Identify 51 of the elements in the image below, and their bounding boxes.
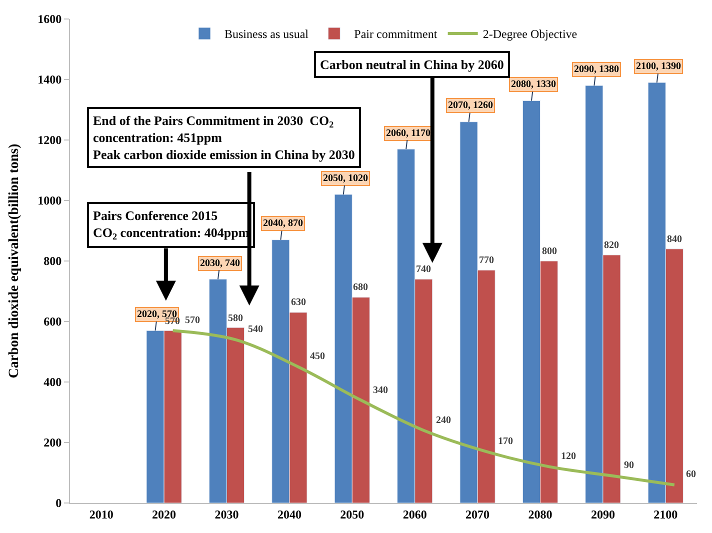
data-label: 2090, 1380 <box>574 64 619 75</box>
x-tick-label: 2050 <box>340 507 364 522</box>
x-tick-label: 2100 <box>654 507 678 522</box>
x-tick-label: 2060 <box>402 507 427 522</box>
annotation: Pairs Conference 2015 CO$_{2}$ concentration: 404ppm <box>93 208 250 242</box>
data-label: 820 <box>604 240 619 251</box>
legend-label: Business as usual <box>224 27 310 42</box>
x-tick-label: 2030 <box>214 507 239 522</box>
y-axis-title: Carbon dioxide equivalent(billion tons) <box>7 143 22 378</box>
legend-label: Pair commitment <box>354 27 438 42</box>
x-tick-label: 2010 <box>89 507 114 522</box>
x-tick-label: 2020 <box>152 507 176 522</box>
data-label: 2050, 1020 <box>323 173 368 184</box>
x-tick-label: 2070 <box>466 507 490 522</box>
x-tick-label: 2040 <box>277 507 302 522</box>
data-label: 740 <box>416 264 431 275</box>
y-tick-label: 800 <box>44 254 62 268</box>
legend-label: 2-Degree Objective <box>482 27 578 42</box>
data-label: 570 <box>185 315 200 326</box>
data-label: 90 <box>624 460 634 471</box>
data-label: 680 <box>353 282 368 293</box>
y-tick-label: 1400 <box>38 72 62 87</box>
data-label: 340 <box>373 385 388 396</box>
y-tick-label: 1000 <box>38 194 62 208</box>
data-label: 240 <box>436 415 451 426</box>
data-label: 2080, 1330 <box>511 79 556 90</box>
y-tick-label: 400 <box>44 375 62 390</box>
text: End of the Pairs Commitment in 2030 CO$_{2}$ concentration: 451ppm Peak carbon dioxide emission in China by 2030 <box>93 113 355 162</box>
data-label: 540 <box>248 324 263 335</box>
data-label: 120 <box>561 451 576 462</box>
data-label: 2040, 870 <box>263 218 303 229</box>
data-label: 2030, 740 <box>200 258 240 269</box>
y-tick-label: 200 <box>44 436 62 450</box>
data-label: 2070, 1260 <box>448 100 493 111</box>
data-label: 2100, 1390 <box>636 61 681 72</box>
y-tick-label: 600 <box>44 314 62 329</box>
annotation: Carbon neutral in China by 2060 <box>320 57 504 72</box>
data-label: 840 <box>667 234 682 245</box>
x-tick-label: 2090 <box>590 507 615 522</box>
data-label: 2060, 1170 <box>386 128 430 139</box>
data-label: 60 <box>686 469 696 480</box>
data-label: 580 <box>228 313 243 324</box>
y-tick-label: 1200 <box>38 133 62 148</box>
data-label: 800 <box>542 246 557 257</box>
y-tick-label: 0 <box>56 496 62 510</box>
data-label: 170 <box>498 436 513 447</box>
data-label: 770 <box>479 255 494 266</box>
data-label: 630 <box>291 297 306 308</box>
data-label: 450 <box>310 351 325 362</box>
x-tick-label: 2080 <box>528 507 552 522</box>
y-tick-label: 1600 <box>38 12 62 26</box>
